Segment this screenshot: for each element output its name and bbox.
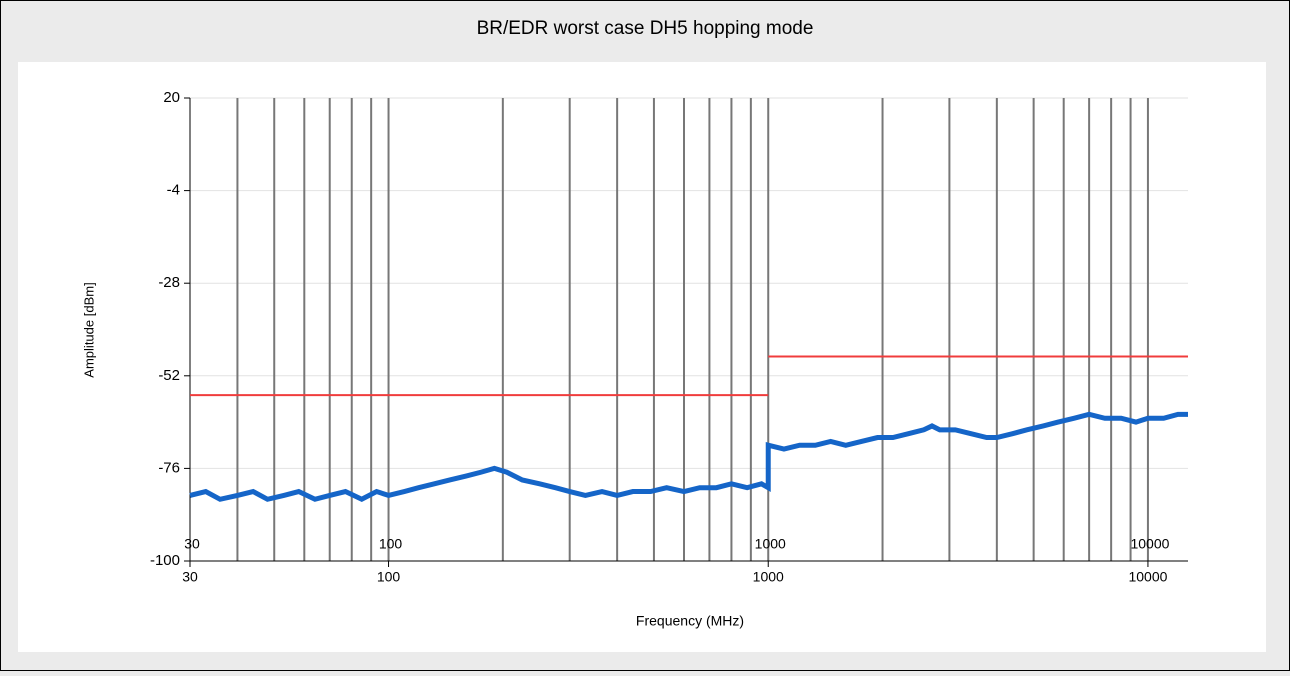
x-axis-label: Frequency (MHz) bbox=[636, 613, 744, 629]
range-label: 30 bbox=[184, 536, 200, 552]
y-tick-label: 20 bbox=[163, 89, 180, 106]
chart-title: BR/EDR worst case DH5 hopping mode bbox=[477, 18, 814, 39]
y-tick-label: -52 bbox=[158, 367, 180, 384]
x-tick-label: 30 bbox=[182, 569, 198, 585]
range-label: 100 bbox=[379, 536, 403, 552]
range-label: 10000 bbox=[1130, 536, 1169, 552]
x-tick-label: 1000 bbox=[753, 569, 784, 585]
series-line bbox=[189, 411, 1188, 503]
y-tick-label: -76 bbox=[158, 459, 180, 476]
y-tick-label: -28 bbox=[158, 274, 180, 291]
x-tick-label: 10000 bbox=[1128, 569, 1167, 585]
x-tick-label: 100 bbox=[377, 569, 401, 585]
y-tick-label: -4 bbox=[167, 182, 180, 199]
range-label: 1000 bbox=[755, 536, 786, 552]
y-tick-label: -100 bbox=[150, 552, 180, 569]
y-axis-label: Amplitude [dBm] bbox=[81, 282, 96, 377]
